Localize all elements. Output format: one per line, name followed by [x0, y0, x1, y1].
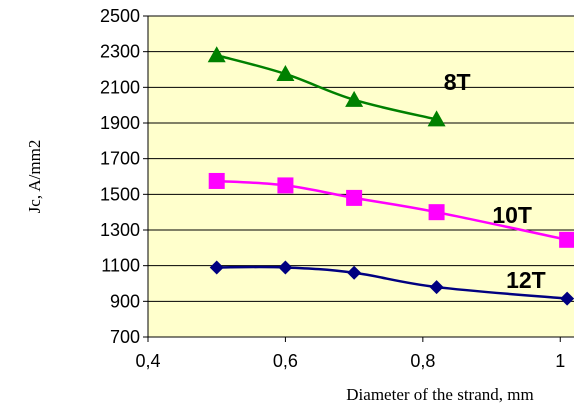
- y-tick-label: 2100: [100, 77, 140, 97]
- x-axis-title: Diameter of the strand, mm: [346, 385, 533, 404]
- data-point-8T: [207, 46, 226, 63]
- data-point-12T: [209, 260, 224, 275]
- data-point-12T: [278, 260, 293, 275]
- y-axis-ticks: 700 900 1100 1300 1500 1700 1900 2100 2300 2500: [100, 6, 148, 347]
- data-point-10T: [277, 177, 294, 194]
- x-tick-label: 0,4: [135, 351, 160, 371]
- data-point-8T: [345, 90, 364, 107]
- series-line-12T: [216, 265, 568, 300]
- y-tick-label: 2500: [100, 6, 140, 26]
- data-point-12T: [560, 291, 574, 306]
- series-label-12T: 12T: [506, 267, 546, 293]
- series-line-8T: [216, 54, 437, 121]
- y-tick-label: 2300: [100, 42, 140, 62]
- y-tick-label: 1300: [100, 220, 140, 240]
- data-point-10T: [208, 172, 225, 189]
- x-tick-label: 0,8: [410, 351, 435, 371]
- data-point-10T: [428, 204, 445, 221]
- data-point-8T: [427, 110, 446, 127]
- data-point-12T: [347, 265, 362, 280]
- data-point-12T: [429, 280, 444, 295]
- y-tick-label: 900: [110, 291, 140, 311]
- y-tick-label: 1900: [100, 113, 140, 133]
- series-labels: 8T 10T 12T: [444, 69, 546, 293]
- data-point-8T: [276, 64, 295, 81]
- series-label-10T: 10T: [492, 202, 532, 228]
- y-tick-label: 1100: [101, 256, 140, 276]
- data-point-10T: [559, 231, 574, 248]
- x-axis-ticks: 0,4 0,6 0,8 1: [135, 337, 565, 371]
- y-tick-label: 1500: [100, 184, 140, 204]
- y-tick-label: 700: [110, 327, 140, 347]
- x-tick-label: 1: [555, 351, 565, 371]
- series-layer: [207, 46, 574, 306]
- y-tick-label: 1700: [100, 149, 140, 169]
- data-point-10T: [346, 189, 363, 206]
- y-axis-title: Jc, A/mm2: [25, 140, 44, 214]
- x-tick-label: 0,6: [273, 351, 298, 371]
- series-label-8T: 8T: [444, 69, 471, 95]
